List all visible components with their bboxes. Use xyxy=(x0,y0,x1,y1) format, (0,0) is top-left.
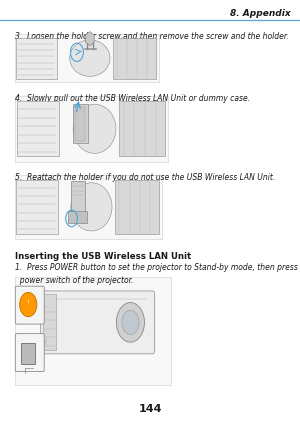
Text: 144: 144 xyxy=(138,404,162,414)
Ellipse shape xyxy=(70,40,110,77)
Text: 1.  Press POWER button to set the projector to Stand-by mode, then press the “O : 1. Press POWER button to set the project… xyxy=(15,263,300,285)
Text: 5.  Reattach the holder if you do not use the USB Wireless LAN Unit.: 5. Reattach the holder if you do not use… xyxy=(15,173,275,181)
Text: 4.  Slowly pull out the USB Wireless LAN Unit or dummy case.: 4. Slowly pull out the USB Wireless LAN … xyxy=(15,94,250,103)
Bar xyxy=(115,180,159,234)
Bar xyxy=(75,107,85,140)
FancyBboxPatch shape xyxy=(41,291,155,354)
Bar xyxy=(16,38,57,79)
Ellipse shape xyxy=(73,104,116,154)
Text: 8. Appendix: 8. Appendix xyxy=(230,9,291,18)
Bar xyxy=(43,294,56,350)
Bar xyxy=(15,34,159,82)
Bar xyxy=(113,38,156,79)
Ellipse shape xyxy=(71,183,112,231)
Bar xyxy=(16,101,59,157)
Text: Inserting the USB Wireless LAN Unit: Inserting the USB Wireless LAN Unit xyxy=(15,252,191,261)
Bar xyxy=(71,181,85,217)
Bar xyxy=(16,180,58,234)
Circle shape xyxy=(122,310,139,335)
Bar xyxy=(15,277,171,385)
Text: 3.  Loosen the holder screw and then remove the screw and the holder.: 3. Loosen the holder screw and then remo… xyxy=(15,32,289,41)
Bar xyxy=(119,101,165,157)
Bar xyxy=(15,175,162,239)
Circle shape xyxy=(20,292,37,317)
FancyBboxPatch shape xyxy=(15,286,44,324)
FancyBboxPatch shape xyxy=(15,334,44,371)
Bar xyxy=(68,212,87,223)
Bar xyxy=(73,104,88,143)
Bar xyxy=(15,96,168,162)
Bar xyxy=(21,343,35,365)
Circle shape xyxy=(116,302,145,342)
